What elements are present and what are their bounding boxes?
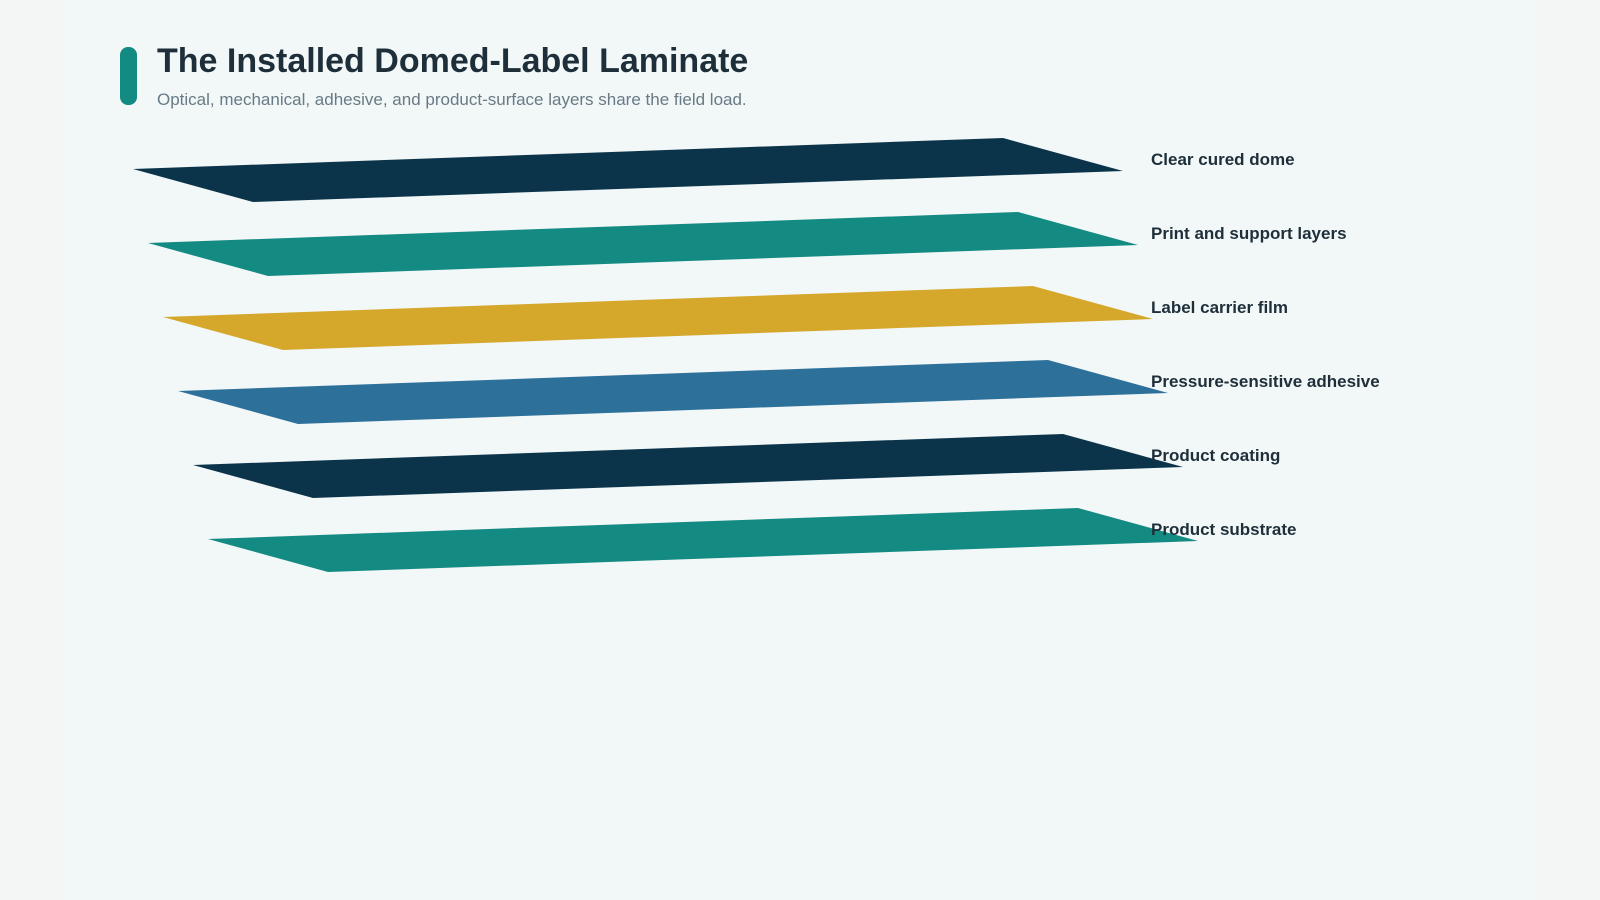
page-title: The Installed Domed-Label Laminate [157,42,749,80]
layer-plate-substrate [208,508,1198,572]
layer-label-coating: Product coating [1151,446,1281,465]
layer-plate-dome [133,138,1123,202]
layer-plate-carrier [163,286,1153,350]
title-accent-bar [120,47,137,105]
layer-label-dome: Clear cured dome [1151,150,1295,169]
layer-label-print: Print and support layers [1151,224,1347,243]
layer-plate-print [148,212,1138,276]
layer-label-adhesive: Pressure-sensitive adhesive [1151,372,1380,391]
layer-label-substrate: Product substrate [1151,520,1297,539]
layer-plate-coating [193,434,1183,498]
layer-plate-adhesive [178,360,1168,424]
layer-label-carrier: Label carrier film [1151,298,1289,317]
page-subtitle: Optical, mechanical, adhesive, and produ… [157,90,747,109]
